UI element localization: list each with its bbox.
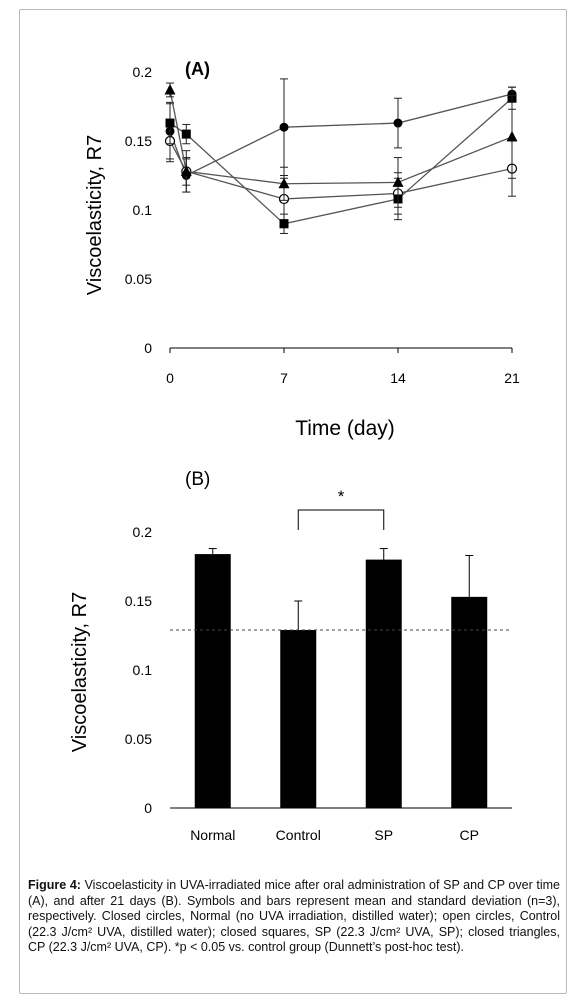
data-point	[278, 177, 290, 189]
data-point	[392, 176, 404, 187]
series-line	[169, 89, 513, 185]
bar	[280, 629, 317, 808]
x-tick-label: 0	[166, 370, 174, 386]
x-tick-label: CP	[460, 827, 479, 843]
data-point	[181, 129, 191, 139]
data-point	[506, 130, 518, 142]
data-point	[180, 165, 192, 176]
data-point	[165, 118, 175, 128]
y-tick-label: 0.2	[133, 64, 153, 80]
data-point	[164, 83, 176, 95]
bar	[194, 554, 231, 808]
x-tick-label: 14	[390, 370, 406, 386]
significance-bracket	[297, 509, 385, 530]
y-axis-title: Viscoelasticity, R7	[69, 592, 91, 752]
bar	[365, 559, 402, 808]
panel-label-a: (A)	[185, 59, 210, 79]
series-line	[169, 140, 513, 200]
x-axis-title: Time (day)	[295, 417, 395, 440]
y-tick-label: 0.1	[133, 662, 153, 678]
y-tick-label: 0.15	[125, 133, 152, 149]
y-tick-label: 0.2	[133, 524, 153, 540]
x-tick-label: Normal	[190, 827, 235, 843]
data-point	[393, 118, 403, 128]
data-point	[279, 219, 289, 229]
y-tick-label: 0	[144, 800, 152, 816]
x-tick-label: SP	[374, 827, 393, 843]
series-line	[169, 93, 513, 177]
figure-caption: Figure 4: Viscoelasticity in UVA-irradia…	[28, 878, 560, 956]
y-axis-title: Viscoelasticity, R7	[84, 135, 106, 295]
chart-panel-b: 0 0.05 0.1 0.15 0.2 (B) Viscoelasticity, R7 Nor…	[69, 469, 512, 843]
y-tick-label: 0.05	[125, 731, 152, 747]
y-tick-label: 0.1	[133, 202, 153, 218]
data-point	[279, 122, 289, 132]
y-tick-label: 0.15	[125, 593, 152, 609]
bar	[451, 596, 488, 808]
chart-panel-a: 0 0.05 0.1 0.15 0.2 0 7 14 21 (A) Time (day) Viscoe…	[84, 59, 520, 440]
x-tick-label: Control	[276, 827, 321, 843]
panel-label-b: (B)	[185, 469, 210, 490]
x-tick-label: 21	[504, 370, 520, 386]
caption-label: Figure 4:	[28, 878, 81, 892]
figure-frame	[19, 9, 567, 994]
y-tick-label: 0	[144, 340, 152, 356]
series-line	[169, 97, 513, 225]
caption-text: Viscoelasticity in UVA-irradiated mice a…	[28, 878, 560, 955]
significance-marker: *	[338, 487, 345, 506]
y-tick-label: 0.05	[125, 271, 152, 287]
x-tick-label: 7	[280, 370, 288, 386]
